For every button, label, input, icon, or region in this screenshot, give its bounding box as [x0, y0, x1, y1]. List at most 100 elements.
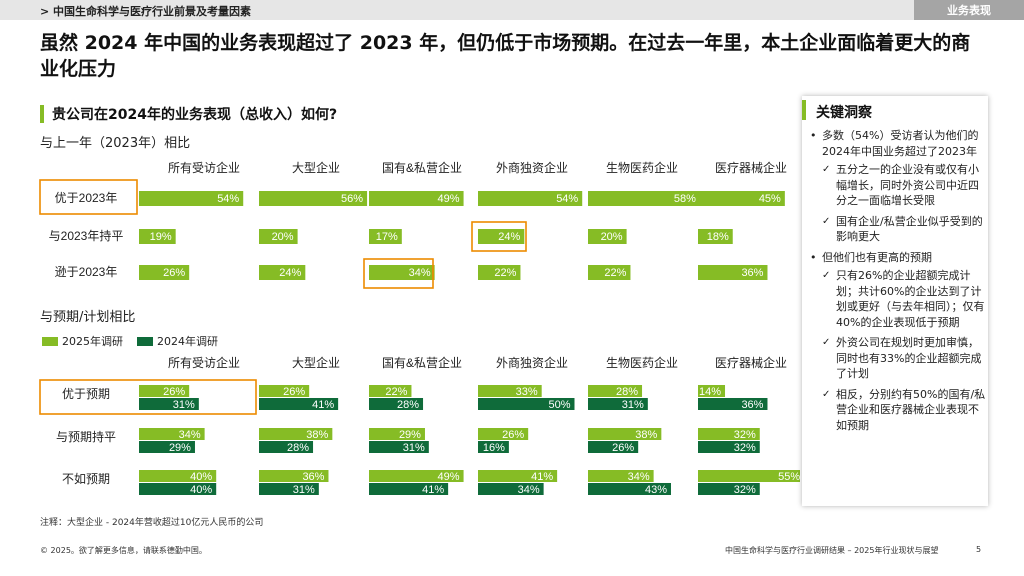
legend-label-2024: 2024年调研: [157, 335, 218, 348]
column-header: 大型企业: [292, 160, 340, 175]
row-label: 优于预期: [62, 387, 110, 401]
bar-2024: [698, 441, 760, 453]
column-header: 国有&私营企业: [382, 160, 462, 175]
section2-label: 与预期/计划相比: [40, 310, 136, 325]
data-label: 55%: [778, 471, 800, 483]
legend-label-2025: 2025年调研: [62, 335, 123, 348]
data-label: 36%: [741, 267, 763, 279]
data-label: 24%: [279, 267, 301, 279]
insights-title: 关键洞察: [816, 105, 872, 121]
insight-bullet: 多数（54%）受访者认为他们的2024年中国业务超过了2023年: [808, 128, 986, 159]
data-label: 20%: [601, 231, 623, 243]
column-header: 外商独资企业: [496, 355, 568, 370]
bar: [259, 229, 298, 244]
row-label: 与预期持平: [56, 429, 116, 444]
data-label: 29%: [399, 429, 421, 441]
bar-2025: [259, 470, 329, 482]
data-label: 32%: [734, 429, 756, 441]
insight-bullet: 但他们也有更高的预期: [808, 250, 986, 266]
bar-2024: [588, 398, 648, 410]
bar: [478, 265, 521, 280]
bar-2024: [588, 441, 639, 453]
bar-2025: [139, 385, 190, 397]
bar-2024: [478, 441, 509, 453]
bar-2025: [369, 470, 464, 482]
data-label: 34%: [628, 471, 650, 483]
data-label: 22%: [494, 267, 516, 279]
data-label: 34%: [179, 429, 201, 441]
breadcrumb: > 中国生命科学与医疗行业前景及考量因素: [40, 5, 252, 18]
bar-2025: [698, 385, 726, 397]
bar-2024: [478, 483, 544, 495]
data-label: 28%: [616, 386, 638, 398]
data-label: 50%: [548, 399, 570, 411]
data-label: 56%: [341, 193, 363, 205]
bar-2025: [588, 428, 662, 440]
data-label: 36%: [741, 399, 763, 411]
bar-2025: [139, 470, 217, 482]
bar: [369, 191, 464, 206]
column-header: 医疗器械企业: [715, 355, 787, 370]
column-header: 生物医药企业: [606, 355, 678, 370]
data-label: 40%: [190, 484, 212, 496]
highlight-box: [39, 179, 138, 215]
bar-2025: [369, 428, 425, 440]
insight-subbullet: 五分之一的企业没有或仅有小幅增长，同时外资公司中近四分之一面临增长受限: [808, 162, 986, 209]
bar-2025: [478, 428, 529, 440]
bar-2025: [259, 385, 310, 397]
bar-2024: [369, 398, 424, 410]
bar-chart-grid: 所有受访企业 大型企业 国有&私营企业 外商独资企业 生物医药企业 医疗器械企业优于202…: [39, 160, 800, 496]
bar: [698, 229, 733, 244]
data-label: 24%: [498, 231, 520, 243]
bar: [369, 229, 402, 244]
bar-2025: [478, 385, 542, 397]
data-label: 54%: [217, 193, 239, 205]
footer-copyright: © 2025。欲了解更多信息，请联系德勤中国。: [40, 546, 207, 555]
chart-legend: 2025年调研 2024年调研: [42, 333, 232, 349]
row-label: 逊于2023年: [55, 265, 118, 279]
data-label: 31%: [403, 442, 425, 454]
insight-subbullet: 相反，分别约有50%的国有/私营企业和医疗器械企业表现不如预期: [808, 387, 986, 434]
data-label: 32%: [734, 484, 756, 496]
page-number: 5: [976, 545, 982, 554]
row-label: 不如预期: [62, 471, 110, 486]
insights-list: 多数（54%）受访者认为他们的2024年中国业务超过了2023年五分之一的企业没…: [808, 128, 986, 438]
data-label: 32%: [734, 442, 756, 454]
data-label: 14%: [699, 386, 721, 398]
bar-2024: [369, 441, 429, 453]
data-label: 22%: [604, 267, 626, 279]
insight-subbullet: 外资公司在规划时更加审慎，同时也有33%的企业超额完成了计划: [808, 335, 986, 382]
data-label: 19%: [150, 231, 172, 243]
data-label: 54%: [556, 193, 578, 205]
data-label: 34%: [409, 267, 431, 279]
column-header: 医疗器械企业: [715, 160, 787, 175]
data-label: 43%: [645, 484, 667, 496]
column-header: 外商独资企业: [496, 160, 568, 175]
bar-2024: [698, 483, 760, 495]
data-label: 41%: [312, 399, 334, 411]
bar-2024: [698, 398, 768, 410]
data-label: 49%: [438, 471, 460, 483]
data-label: 38%: [635, 429, 657, 441]
data-label: 18%: [707, 231, 729, 243]
data-label: 38%: [306, 429, 328, 441]
legend-swatch-2025: [42, 336, 58, 346]
insights-panel: 关键洞察 多数（54%）受访者认为他们的2024年中国业务超过了2023年五分之…: [802, 96, 988, 506]
row-label: 与2023年持平: [49, 228, 124, 243]
data-label: 31%: [293, 484, 315, 496]
bar-2025: [369, 385, 412, 397]
bar: [588, 191, 700, 206]
bar-2025: [259, 428, 333, 440]
bar-2025: [698, 470, 800, 482]
bar: [698, 191, 785, 206]
row-label: 优于2023年: [55, 191, 118, 205]
data-label: 20%: [272, 231, 294, 243]
data-label: 22%: [385, 386, 407, 398]
bar-2024: [369, 483, 449, 495]
bar-2024: [259, 483, 319, 495]
data-label: 40%: [190, 471, 212, 483]
page-title: 虽然 2024 年中国的业务表现超过了 2023 年，但仍低于市场预期。在过去一…: [40, 32, 971, 80]
insight-subbullet: 国有企业/私营企业似乎受到的影响更大: [808, 214, 986, 245]
data-label: 16%: [483, 442, 505, 454]
footer-report-title: 中国生命科学与医疗行业调研结果 – 2025年行业现状与展望: [725, 546, 939, 555]
